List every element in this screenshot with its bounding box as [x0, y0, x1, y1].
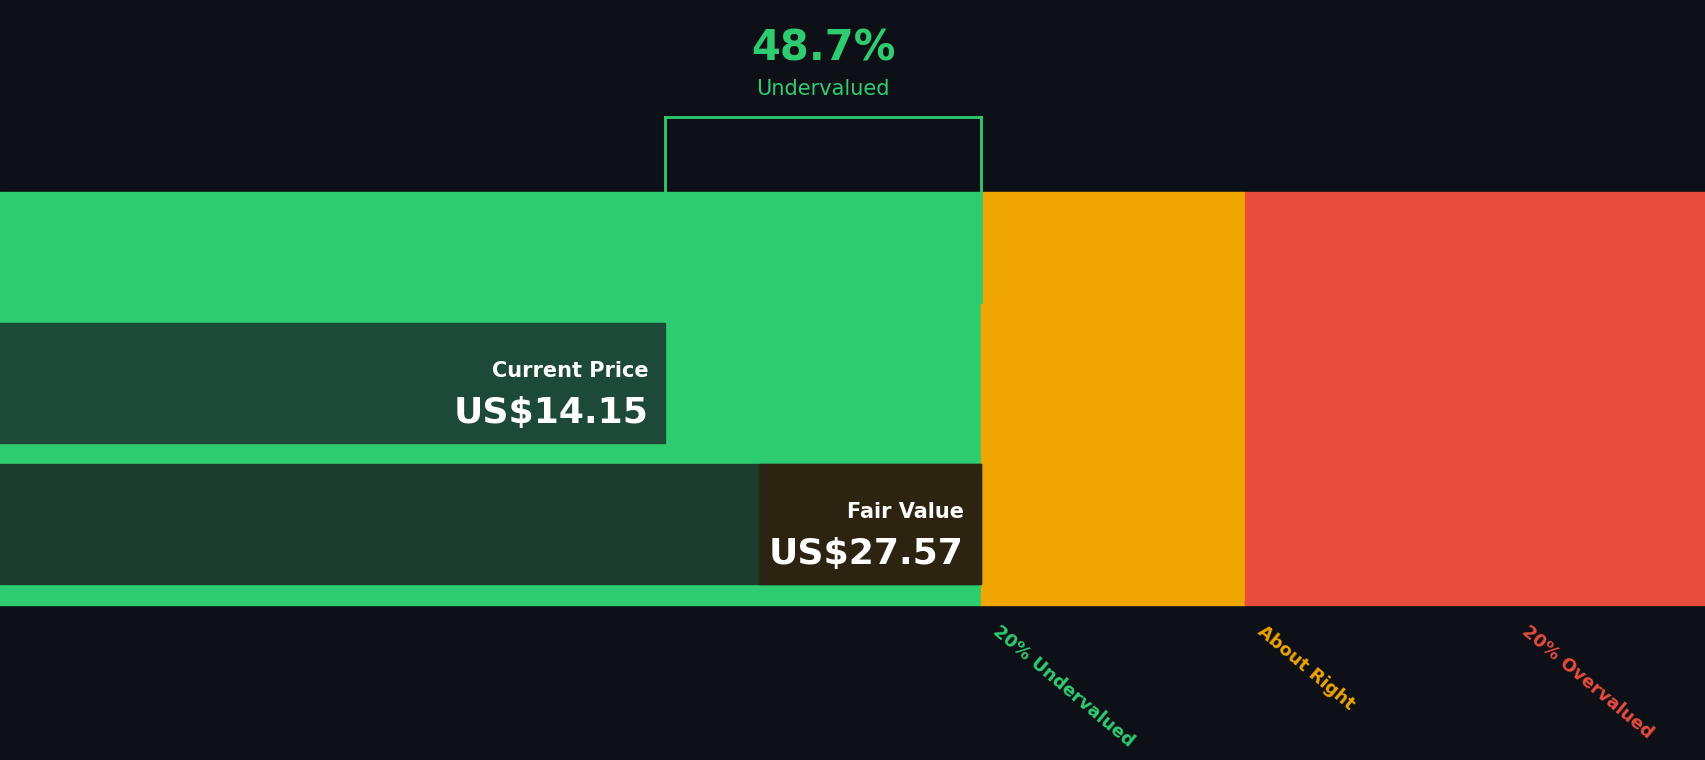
Text: 48.7%: 48.7%	[750, 27, 895, 69]
Text: US$14.15: US$14.15	[454, 396, 648, 430]
Bar	[759, 464, 980, 584]
Bar	[0, 464, 980, 584]
Bar	[1245, 192, 1705, 605]
Bar	[980, 192, 1245, 605]
Bar	[0, 192, 980, 605]
Text: US$27.57: US$27.57	[769, 537, 963, 572]
Text: Current Price: Current Price	[491, 361, 648, 382]
Text: About Right: About Right	[1253, 622, 1357, 714]
Text: Undervalued: Undervalued	[755, 79, 890, 100]
Text: 20% Undervalued: 20% Undervalued	[989, 622, 1137, 750]
Text: Fair Value: Fair Value	[846, 502, 963, 522]
Bar	[0, 323, 665, 443]
Text: 20% Overvalued: 20% Overvalued	[1517, 622, 1656, 742]
